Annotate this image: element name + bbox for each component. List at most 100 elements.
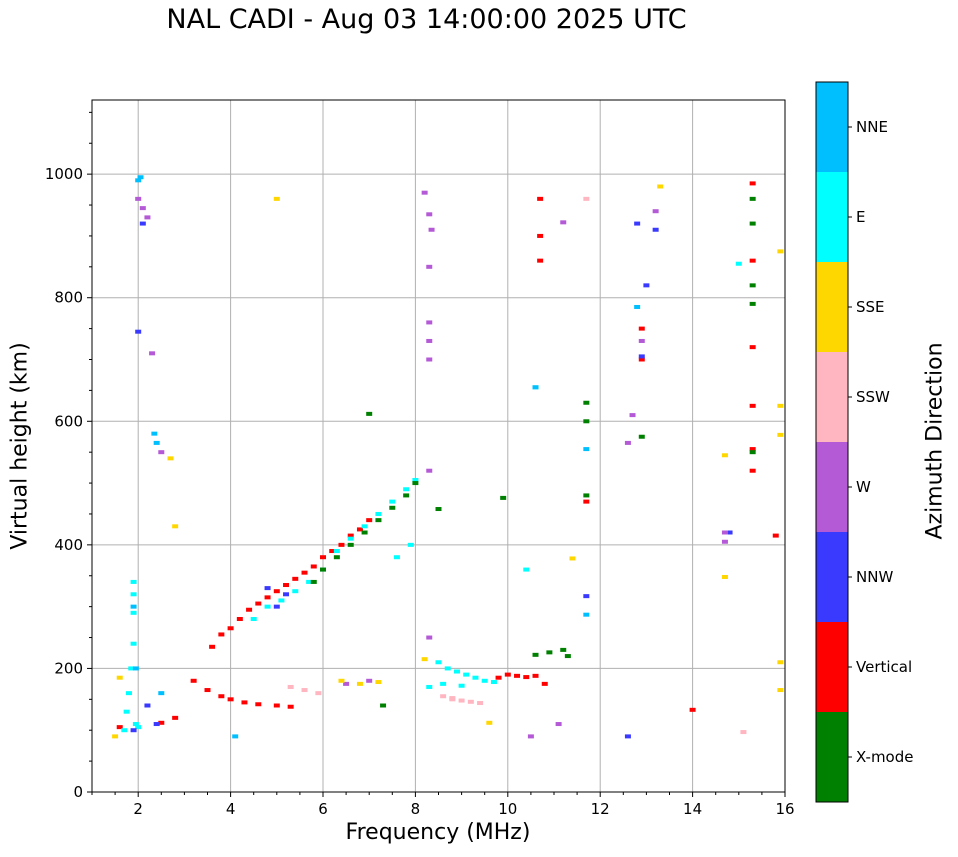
echo-point-vertical: [772, 533, 779, 538]
echo-point-sse: [421, 657, 428, 662]
echo-point-vertical: [541, 681, 548, 686]
y-tick-label: 0: [73, 783, 83, 801]
y-tick-label: 400: [54, 536, 83, 554]
echo-point-w: [426, 320, 433, 325]
echo-point-x-mode: [500, 495, 507, 500]
echo-point-nnw: [583, 594, 590, 599]
colorbar-label-nne: NNE: [856, 118, 888, 136]
x-tick-label: 16: [775, 800, 794, 818]
echo-point-e: [128, 666, 135, 671]
echo-point-sse: [777, 660, 784, 665]
echo-point-e: [393, 555, 400, 560]
echo-point-e: [472, 675, 479, 680]
echo-point-x-mode: [375, 518, 382, 523]
colorbar-label-nnw: NNW: [856, 568, 893, 586]
echo-point-x-mode: [583, 493, 590, 498]
echo-point-nne: [583, 447, 590, 452]
echo-point-vertical: [749, 181, 756, 186]
echo-point-e: [135, 725, 142, 730]
echo-point-vertical: [366, 518, 373, 523]
echo-point-e: [735, 261, 742, 266]
echo-point-sse: [777, 432, 784, 437]
echo-point-vertical: [241, 700, 248, 705]
colorbar-label-w: W: [856, 478, 871, 496]
echo-point-x-mode: [347, 542, 354, 547]
echo-point-e: [306, 579, 313, 584]
echo-point-vertical: [273, 703, 280, 708]
echo-point-w: [426, 357, 433, 362]
y-tick-label: 200: [54, 659, 83, 677]
echo-point-x-mode: [310, 579, 317, 584]
echo-point-sse: [721, 574, 728, 579]
echo-point-nnw: [726, 530, 733, 535]
echo-point-e: [453, 669, 460, 674]
echo-point-sse: [356, 681, 363, 686]
echo-point-nne: [132, 666, 139, 671]
echo-point-vertical: [255, 702, 262, 707]
echo-point-nne: [532, 385, 539, 390]
echo-point-x-mode: [749, 196, 756, 201]
echo-point-vertical: [116, 725, 123, 730]
echo-point-sse: [486, 720, 493, 725]
echo-point-x-mode: [583, 400, 590, 405]
echo-point-w: [149, 351, 156, 356]
echo-point-e: [403, 487, 410, 492]
echo-point-ssw: [449, 696, 456, 701]
echo-point-nnw: [652, 227, 659, 232]
echo-point-nnw: [153, 722, 160, 727]
echo-point-sse: [721, 453, 728, 458]
echo-point-e: [444, 666, 451, 671]
echo-point-nne: [130, 604, 137, 609]
echo-point-sse: [338, 678, 345, 683]
echo-point-nnw: [264, 586, 271, 591]
echo-point-vertical: [583, 499, 590, 504]
echo-point-e: [130, 579, 137, 584]
echo-point-nnw: [624, 734, 631, 739]
echo-point-w: [426, 338, 433, 343]
echo-point-w: [721, 539, 728, 544]
echo-point-vertical: [689, 707, 696, 712]
echo-point-nnw: [130, 728, 137, 733]
echo-point-e: [463, 672, 470, 677]
echo-point-vertical: [523, 675, 530, 680]
echo-point-e: [278, 598, 285, 603]
echo-point-vertical: [264, 595, 271, 600]
echo-point-e: [389, 499, 396, 504]
echo-marks: [112, 175, 784, 739]
colorbar-label-x-mode: X-mode: [856, 748, 913, 766]
echo-point-x-mode: [749, 221, 756, 226]
echo-point-w: [426, 264, 433, 269]
echo-point-e: [435, 660, 442, 665]
echo-point-ssw: [287, 684, 294, 689]
echo-point-e: [333, 549, 340, 554]
colorbar-segment-sse: [816, 262, 848, 352]
echo-point-nne: [634, 304, 641, 309]
chart-title: NAL CADI - Aug 03 14:00:00 2025 UTC: [166, 4, 687, 35]
echo-point-nne: [135, 178, 142, 183]
echo-point-vertical: [329, 549, 336, 554]
echo-point-e: [125, 691, 132, 696]
echo-point-nne: [153, 440, 160, 445]
echo-point-vertical: [273, 589, 280, 594]
echo-point-nnw: [139, 221, 146, 226]
echo-point-ssw: [467, 699, 474, 704]
echo-point-e: [250, 617, 257, 621]
echo-point-e: [130, 610, 137, 615]
echo-point-x-mode: [749, 301, 756, 306]
echo-point-x-mode: [380, 703, 387, 708]
echo-point-sse: [777, 688, 784, 693]
echo-point-nne: [151, 431, 158, 436]
echo-point-vertical: [749, 468, 756, 473]
echo-point-w: [428, 227, 435, 232]
colorbar-label-ssw: SSW: [856, 388, 890, 406]
echo-point-e: [375, 511, 382, 516]
echo-point-e: [123, 709, 130, 714]
echo-point-w: [139, 206, 146, 211]
colorbar-segment-nne: [816, 82, 848, 172]
echo-point-x-mode: [366, 411, 373, 416]
echo-point-x-mode: [583, 419, 590, 424]
colorbar: X-mode Vertical NNW W SSW SSE E NNE: [815, 81, 913, 803]
echo-point-nnw: [638, 354, 645, 359]
echo-point-e: [481, 678, 488, 683]
